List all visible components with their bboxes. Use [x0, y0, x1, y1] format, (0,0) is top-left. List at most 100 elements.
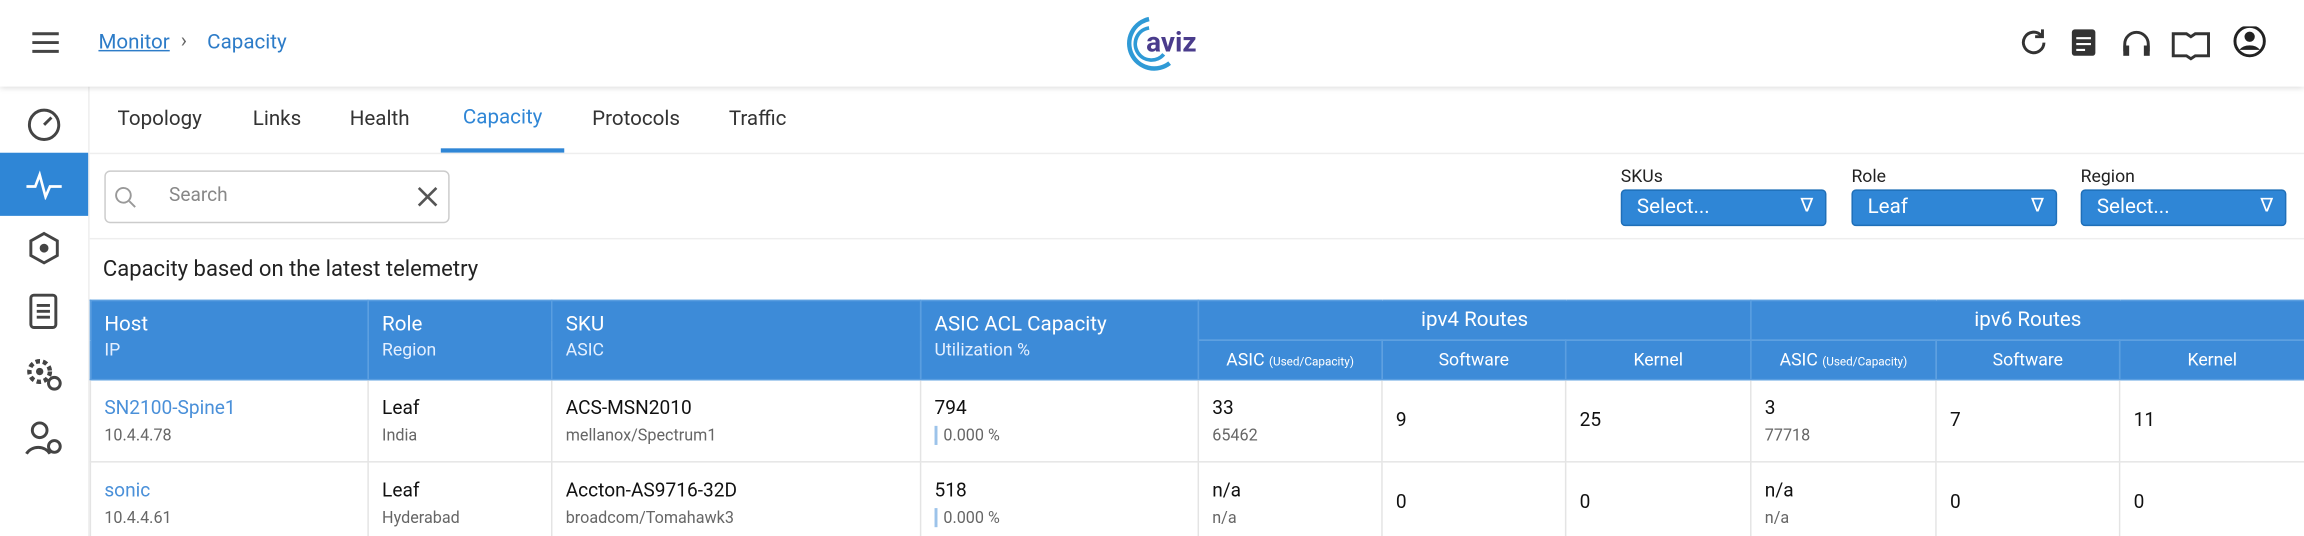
sku: Accton-AS9716-32D — [565, 479, 737, 502]
ipv4-asic-detail: 65462 — [1212, 425, 1258, 445]
ipv6-kernel-cell: 11 — [2118, 378, 2304, 463]
breadcrumb-link[interactable]: Monitor — [98, 30, 170, 55]
ipv4-kernel: 25 — [1579, 409, 1602, 432]
column-subtitle: Region — [382, 339, 437, 360]
ipv4-asic: 33 — [1212, 397, 1234, 420]
tab[interactable]: Traffic — [728, 107, 787, 131]
nav-dashboard[interactable] — [0, 91, 88, 154]
host[interactable]: SN2100-Spine1 — [104, 397, 236, 420]
ipv4-asic: n/a — [1212, 479, 1242, 502]
column-header: Role Region — [367, 299, 553, 381]
logo-mark — [1127, 16, 1172, 71]
subcolumn-header: Software — [1381, 339, 1567, 381]
ipv4-kernel-cell: 0 — [1564, 461, 1752, 536]
host-cell: SN2100-Spine1 10.4.4.78 — [89, 378, 369, 463]
ipv6-asic: 3 — [1764, 397, 1776, 420]
subcolumn-header: ASIC (Used/Capacity) — [1750, 339, 1937, 381]
tab[interactable]: Health — [349, 107, 410, 131]
nav-reports[interactable] — [0, 279, 88, 342]
host[interactable]: sonic — [104, 479, 151, 502]
sku-detail: mellanox/Spectrum1 — [565, 425, 717, 445]
ipv6-asic-cell: 3 77718 — [1750, 378, 1937, 463]
ipv6-kernel: 0 — [2133, 491, 2145, 514]
column-header: SKU ASIC — [551, 299, 922, 381]
column-header: Host IP — [89, 299, 369, 381]
nav-fabric[interactable] — [0, 216, 88, 279]
menu-icon[interactable] — [31, 29, 60, 55]
ipv6-software-cell: 0 — [1935, 461, 2121, 536]
ipv4-asic-cell: n/a n/a — [1197, 461, 1383, 536]
filter-value: Select... — [2096, 195, 2170, 219]
filter-value: Select... — [1636, 195, 1710, 219]
sku-detail: broadcom/Tomahawk3 — [565, 507, 734, 527]
divider — [89, 152, 2304, 155]
ipv4-asic-cell: 33 65462 — [1197, 378, 1383, 463]
host-detail: 10.4.4.61 — [104, 507, 172, 527]
sku-cell: ACS-MSN2010 mellanox/Spectrum1 — [551, 378, 922, 463]
ipv6-asic-detail: n/a — [1764, 507, 1790, 527]
toolbar-icons[interactable] — [2017, 26, 2281, 61]
ipv6-asic-detail: 77718 — [1764, 425, 1811, 445]
column-title: Host — [104, 312, 149, 337]
sidebar — [0, 86, 90, 536]
dropdown-arrow: ∇ — [1800, 195, 1814, 218]
clear-icon[interactable] — [417, 186, 438, 207]
subcolumn-note: (Used/Capacity) — [1268, 355, 1354, 369]
subcolumn-header: ASIC (Used/Capacity) — [1197, 339, 1383, 381]
acl-capacity: 794 — [934, 397, 967, 420]
table-row: SN2100-Spine1 10.4.4.78 Leaf India ACS-MSN20… — [89, 378, 2304, 463]
nav-users[interactable] — [0, 405, 88, 468]
column-header: ASIC ACL Capacity Utilization % — [919, 299, 1200, 381]
ipv6-asic: n/a — [1764, 479, 1794, 502]
tab[interactable]: Topology — [117, 107, 202, 131]
subheader-row: ASIC (Used/Capacity) Software Kernel ASIC (… — [90, 339, 2304, 381]
column-title: ASIC ACL Capacity — [934, 312, 1107, 337]
role: Leaf — [382, 397, 420, 420]
filter-select[interactable]: Leaf ∇ — [1851, 189, 2058, 227]
subcolumn-title: Software — [1438, 349, 1510, 371]
filter-label: Role — [1851, 165, 1887, 187]
subcolumn-header: Kernel — [2118, 339, 2304, 381]
subcolumn-title: Kernel — [2187, 349, 2238, 371]
host-cell: sonic 10.4.4.61 — [89, 461, 369, 536]
column-title: SKU — [565, 312, 605, 337]
subcolumn-note: (Used/Capacity) — [1822, 355, 1908, 369]
subcolumn-header: Kernel — [1564, 339, 1752, 381]
role: Leaf — [382, 479, 420, 502]
host-detail: 10.4.4.78 — [104, 425, 172, 445]
search-box[interactable]: Search — [104, 170, 450, 224]
ipv4-kernel-cell: 25 — [1564, 378, 1752, 463]
nav-settings[interactable] — [0, 342, 88, 405]
role-detail: India — [382, 425, 418, 445]
role-detail: Hyderabad — [382, 507, 460, 527]
tab[interactable]: Capacity — [462, 105, 543, 130]
ipv4-software-cell: 0 — [1381, 461, 1567, 536]
table-title: Capacity based on the latest telemetry — [102, 255, 479, 282]
dropdown-arrow: ∇ — [2031, 195, 2044, 218]
filter-select[interactable]: Select... ∇ — [1620, 189, 1827, 227]
column-subtitle: ASIC — [565, 339, 604, 360]
filter-label: Region — [2080, 165, 2135, 187]
tab[interactable]: Links — [252, 107, 302, 131]
role-cell: Leaf India — [367, 378, 553, 463]
filter-select[interactable]: Select... ∇ — [2080, 189, 2287, 227]
tab[interactable]: Protocols — [592, 107, 681, 131]
ipv4-kernel: 0 — [1579, 491, 1591, 514]
subcolumn-title: Software — [1992, 349, 2064, 371]
breadcrumb-current: Capacity — [207, 30, 287, 55]
ipv4-software-cell: 9 — [1381, 378, 1567, 463]
role-cell: Leaf Hyderabad — [367, 461, 553, 536]
nav-monitor[interactable] — [0, 152, 89, 216]
capacity-table: Host IP Role Region SKU ASIC ASIC ACL Capacity… — [89, 299, 2304, 536]
ipv6-kernel: 11 — [2133, 409, 2156, 432]
dropdown-arrow: ∇ — [2260, 195, 2274, 218]
ipv4-software: 9 — [1395, 409, 1407, 432]
group-header: ipv4 Routes — [1197, 299, 1752, 341]
search-placeholder: Search — [168, 185, 228, 208]
acl-capacity: 518 — [934, 479, 967, 502]
breadcrumb-separator: › — [180, 29, 187, 53]
acl-capacity-detail: 0.000 % — [934, 507, 1185, 527]
column-subtitle: IP — [104, 339, 121, 360]
ipv4-asic-detail: n/a — [1212, 507, 1237, 527]
ipv6-kernel-cell: 0 — [2118, 461, 2304, 536]
